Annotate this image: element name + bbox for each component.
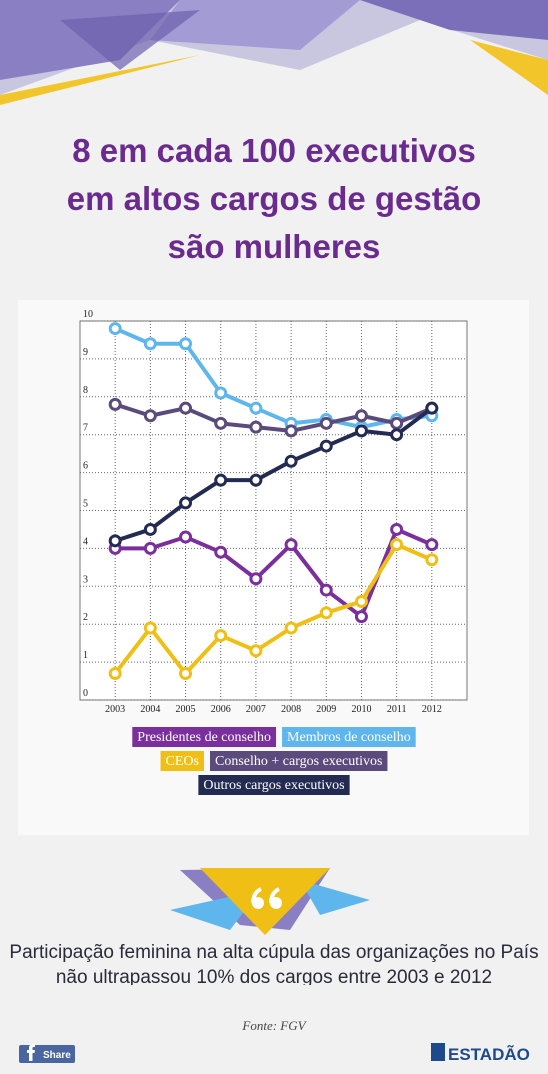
point — [354, 424, 368, 438]
share-button[interactable]: Share — [19, 1044, 75, 1063]
point — [284, 424, 298, 438]
point — [425, 553, 439, 567]
title-line: em altos cargos de gestão — [67, 180, 481, 217]
series-line — [114, 402, 433, 433]
point — [143, 522, 157, 536]
brand-name: ESTADÃO — [448, 1044, 530, 1064]
y-tick-label: 2 — [83, 612, 88, 623]
title-line: 8 em cada 100 executivos — [72, 132, 476, 169]
quote-line: não ultrapassou 10% dos cargos entre 200… — [56, 967, 492, 988]
point — [425, 538, 439, 552]
point — [354, 409, 368, 423]
point — [284, 454, 298, 468]
point — [284, 621, 298, 635]
point — [214, 545, 228, 559]
legend: Presidentes de conselho Membros de consel… — [132, 727, 416, 795]
legend-label: Conselho + cargos executivos — [215, 754, 382, 769]
y-tick-label: 1 — [83, 650, 88, 661]
share-label[interactable]: Share — [43, 1050, 71, 1061]
x-tick-label: 2010 — [351, 704, 371, 715]
point — [319, 416, 333, 430]
y-tick-label: 9 — [83, 347, 88, 358]
point — [390, 416, 404, 430]
x-tick-label: 2008 — [281, 704, 301, 715]
point — [354, 594, 368, 608]
legend-label: CEOs — [166, 754, 199, 769]
brand: ESTADÃO — [431, 1043, 530, 1064]
y-tick-label: 6 — [83, 461, 88, 472]
y-tick-label: 7 — [83, 423, 88, 434]
point — [179, 496, 193, 510]
quote-decoration — [170, 868, 370, 935]
x-tick-label: 2011 — [387, 704, 407, 715]
point — [319, 606, 333, 620]
point — [390, 522, 404, 536]
fade — [0, 985, 548, 1015]
y-tick-label: 4 — [83, 536, 88, 547]
legend-label: Outros cargos executivos — [203, 778, 344, 793]
point — [143, 541, 157, 555]
point — [390, 428, 404, 442]
x-tick-label: 2012 — [422, 704, 442, 715]
legend-label: Membros de conselho — [287, 730, 411, 745]
legend-swatch — [160, 751, 204, 771]
point — [108, 397, 122, 411]
point — [179, 530, 193, 544]
point — [214, 416, 228, 430]
y-tick-label: 5 — [83, 499, 88, 510]
x-tick-label: 2004 — [140, 704, 160, 715]
point — [249, 401, 263, 415]
point — [284, 538, 298, 552]
y-tick-label: 0 — [83, 688, 88, 699]
point — [249, 420, 263, 434]
source: Fonte: FGV — [241, 1018, 307, 1033]
point — [143, 621, 157, 635]
quote-line: Participação feminina na alta cúpula das… — [9, 942, 538, 963]
point — [249, 644, 263, 658]
point — [108, 534, 122, 548]
top-decoration — [0, 0, 548, 105]
y-tick-label: 10 — [83, 309, 93, 320]
point — [390, 538, 404, 552]
y-tick-label: 3 — [83, 574, 88, 585]
point — [319, 439, 333, 453]
legend-swatch — [282, 727, 416, 747]
title-line: são mulheres — [168, 228, 381, 265]
legend-label: Presidentes de conselho — [137, 730, 271, 745]
point — [425, 401, 439, 415]
x-tick-label: 2007 — [246, 704, 266, 715]
point — [214, 473, 228, 487]
point — [108, 666, 122, 680]
x-tick-label: 2005 — [176, 704, 196, 715]
point — [319, 583, 333, 597]
series-line — [113, 542, 433, 676]
point — [214, 629, 228, 643]
point — [249, 572, 263, 586]
plot: 0 1 2 3 4 5 6 7 8 9 10 2003 2004 2005 2006 2007 2008 2009… — [80, 309, 467, 715]
series-line — [114, 406, 434, 543]
series-line — [114, 326, 433, 430]
point — [214, 386, 228, 400]
point — [179, 337, 193, 351]
legend-swatch — [210, 751, 388, 771]
point — [354, 610, 368, 624]
x-tick-label: 2006 — [211, 704, 231, 715]
point — [143, 337, 157, 351]
x-tick-label: 2003 — [105, 704, 125, 715]
x-tick-label: 2009 — [316, 704, 336, 715]
point — [143, 409, 157, 423]
point — [108, 322, 122, 336]
point — [179, 666, 193, 680]
y-tick-label: 8 — [83, 385, 88, 396]
point — [179, 401, 193, 415]
point — [249, 473, 263, 487]
legend-swatch — [132, 727, 277, 747]
legend-swatch — [198, 775, 350, 795]
